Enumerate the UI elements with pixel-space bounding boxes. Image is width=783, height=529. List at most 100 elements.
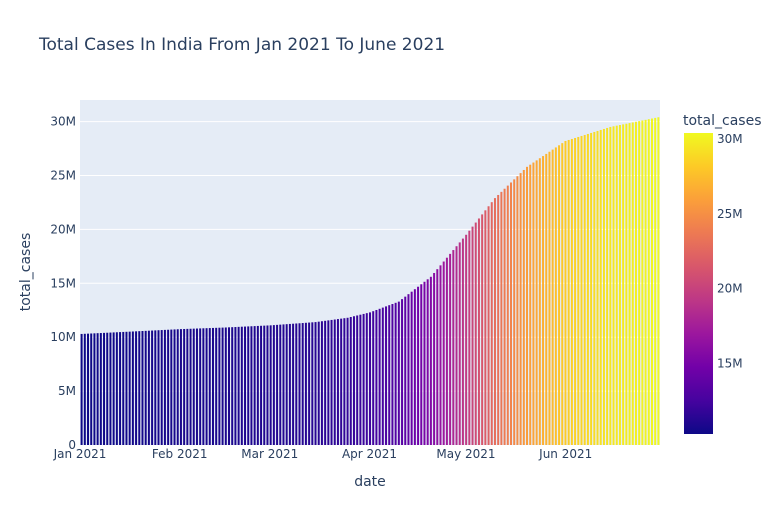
bar[interactable]	[602, 128, 605, 445]
bar[interactable]	[426, 279, 429, 445]
bar[interactable]	[590, 132, 593, 445]
bar[interactable]	[112, 332, 115, 445]
bar[interactable]	[90, 333, 93, 445]
bar[interactable]	[199, 328, 202, 445]
bar[interactable]	[513, 179, 516, 445]
bar[interactable]	[189, 328, 192, 445]
bar[interactable]	[516, 176, 519, 445]
bar[interactable]	[369, 312, 371, 445]
bar[interactable]	[564, 140, 567, 445]
bar[interactable]	[356, 315, 359, 445]
bar[interactable]	[375, 309, 378, 445]
bar[interactable]	[195, 328, 198, 445]
bar[interactable]	[260, 325, 263, 445]
bar[interactable]	[436, 269, 439, 445]
bar[interactable]	[631, 122, 634, 446]
bar[interactable]	[272, 325, 275, 445]
bar[interactable]	[484, 210, 487, 445]
bar[interactable]	[183, 328, 186, 445]
bar[interactable]	[522, 169, 525, 445]
bar[interactable]	[570, 138, 573, 445]
bar[interactable]	[519, 173, 522, 445]
bar[interactable]	[87, 333, 90, 445]
bar[interactable]	[609, 126, 612, 445]
bar[interactable]	[474, 222, 477, 445]
bar[interactable]	[276, 324, 279, 445]
bar[interactable]	[221, 327, 224, 445]
bar[interactable]	[487, 206, 490, 445]
bar[interactable]	[404, 296, 407, 445]
bar[interactable]	[654, 117, 657, 446]
bar[interactable]	[119, 332, 122, 445]
bar[interactable]	[144, 330, 147, 445]
bar[interactable]	[96, 333, 99, 445]
bar[interactable]	[160, 330, 163, 445]
bar[interactable]	[234, 327, 237, 445]
bar[interactable]	[157, 330, 160, 445]
bar[interactable]	[506, 185, 509, 445]
bar[interactable]	[618, 125, 621, 445]
bar[interactable]	[304, 322, 307, 445]
bar[interactable]	[359, 314, 362, 445]
bar[interactable]	[170, 329, 173, 445]
bar[interactable]	[244, 326, 247, 445]
bar[interactable]	[423, 281, 426, 445]
bar[interactable]	[638, 121, 641, 445]
bar[interactable]	[163, 329, 166, 445]
bar[interactable]	[445, 257, 448, 445]
bar[interactable]	[205, 328, 208, 445]
bar[interactable]	[288, 323, 291, 445]
bar[interactable]	[452, 250, 455, 445]
bar[interactable]	[237, 326, 240, 445]
bar[interactable]	[455, 246, 458, 445]
bar[interactable]	[285, 324, 288, 445]
bar[interactable]	[510, 182, 512, 446]
bar[interactable]	[138, 331, 141, 445]
bar[interactable]	[561, 143, 564, 446]
bar[interactable]	[295, 323, 298, 445]
bar[interactable]	[481, 214, 484, 445]
bar[interactable]	[320, 321, 323, 445]
bar[interactable]	[167, 329, 170, 445]
bar[interactable]	[529, 164, 532, 445]
bar[interactable]	[336, 319, 339, 445]
bar[interactable]	[577, 136, 580, 445]
bar[interactable]	[317, 321, 320, 445]
bar[interactable]	[583, 134, 586, 445]
bar[interactable]	[103, 332, 106, 446]
bar[interactable]	[465, 234, 468, 445]
bar[interactable]	[493, 198, 496, 445]
bar[interactable]	[401, 299, 404, 445]
bar[interactable]	[593, 131, 596, 445]
bar[interactable]	[186, 328, 189, 445]
bar[interactable]	[93, 333, 96, 445]
bar[interactable]	[324, 320, 327, 445]
bar[interactable]	[247, 326, 250, 445]
bar[interactable]	[391, 304, 394, 445]
bar[interactable]	[542, 156, 545, 445]
bar[interactable]	[224, 327, 227, 445]
bar[interactable]	[301, 323, 304, 445]
bar[interactable]	[250, 326, 253, 445]
bar[interactable]	[83, 333, 86, 445]
bar[interactable]	[503, 188, 506, 446]
bar[interactable]	[109, 332, 112, 445]
bar[interactable]	[147, 330, 150, 445]
bar[interactable]	[340, 318, 343, 445]
bar[interactable]	[580, 135, 583, 445]
bar[interactable]	[442, 261, 445, 445]
bar[interactable]	[135, 331, 138, 445]
bar[interactable]	[596, 130, 599, 445]
bar[interactable]	[106, 332, 109, 445]
bar[interactable]	[343, 318, 346, 445]
bar[interactable]	[298, 323, 301, 445]
bar[interactable]	[381, 307, 384, 445]
bar[interactable]	[240, 326, 243, 445]
bar[interactable]	[352, 316, 355, 445]
bar[interactable]	[657, 117, 660, 445]
bar[interactable]	[599, 129, 602, 445]
bar[interactable]	[538, 158, 541, 445]
bar[interactable]	[125, 331, 128, 445]
bar[interactable]	[202, 328, 205, 445]
bar[interactable]	[151, 330, 154, 445]
